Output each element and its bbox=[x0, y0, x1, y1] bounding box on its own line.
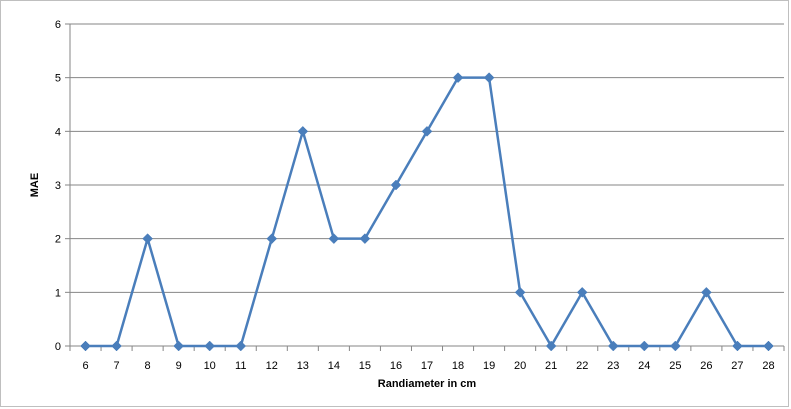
x-axis-title: Randiameter in cm bbox=[378, 378, 477, 390]
data-point-marker bbox=[638, 340, 650, 352]
data-point-marker bbox=[266, 233, 278, 245]
x-tick-label: 22 bbox=[576, 360, 588, 372]
data-point-marker bbox=[297, 125, 309, 137]
data-point-marker bbox=[576, 286, 588, 298]
x-tick-label: 20 bbox=[514, 360, 526, 372]
x-tick-label: 7 bbox=[114, 360, 120, 372]
axes bbox=[65, 23, 785, 351]
series-group bbox=[80, 72, 774, 352]
data-point-marker bbox=[111, 340, 122, 352]
data-point-marker bbox=[701, 286, 712, 298]
data-point-marker bbox=[763, 340, 774, 352]
x-tick-label: 13 bbox=[297, 360, 309, 372]
x-tick-label: 25 bbox=[669, 360, 681, 372]
y-tick-label: 6 bbox=[55, 19, 61, 31]
x-tick-label: 8 bbox=[145, 360, 151, 372]
y-tick-label: 1 bbox=[55, 287, 61, 299]
data-point-marker bbox=[607, 340, 619, 352]
data-point-marker bbox=[452, 72, 464, 84]
x-tick-labels: 6 7 8 9 10 11 12 13 14 15 16 17 18 19 20 21 22 23 24 25 26 27… bbox=[82, 360, 774, 372]
y-axis-title: MAE bbox=[29, 173, 41, 197]
y-tick-label: 0 bbox=[55, 341, 61, 353]
x-tick-label: 17 bbox=[421, 360, 433, 372]
x-tick-label: 27 bbox=[731, 360, 743, 372]
data-point-marker bbox=[545, 340, 557, 352]
x-tick-label: 18 bbox=[452, 360, 464, 372]
x-tick-label: 21 bbox=[545, 360, 557, 372]
data-point-marker bbox=[669, 340, 681, 352]
x-tick-label: 16 bbox=[390, 360, 402, 372]
x-tick-label: 24 bbox=[638, 360, 650, 372]
data-point-marker bbox=[732, 340, 743, 352]
x-tick-label: 26 bbox=[700, 360, 712, 372]
y-tick-label: 4 bbox=[55, 126, 61, 138]
data-point-marker bbox=[235, 340, 247, 352]
data-point-marker bbox=[514, 286, 526, 298]
y-tick-label: 5 bbox=[55, 73, 61, 85]
data-point-marker bbox=[483, 72, 495, 84]
y-tick-labels: 0 1 2 3 4 5 6 bbox=[55, 19, 61, 353]
data-point-marker bbox=[390, 179, 402, 191]
x-tick-label: 12 bbox=[266, 360, 278, 372]
data-point-marker bbox=[359, 233, 371, 245]
x-tick-label: 9 bbox=[176, 360, 182, 372]
x-tick-label: 10 bbox=[204, 360, 216, 372]
x-tick-label: 28 bbox=[762, 360, 774, 372]
gridlines bbox=[70, 23, 784, 293]
data-point-marker bbox=[421, 125, 433, 137]
data-point-marker bbox=[204, 340, 216, 352]
data-point-marker bbox=[142, 233, 153, 245]
x-tick-label: 15 bbox=[359, 360, 371, 372]
x-tick-label: 23 bbox=[607, 360, 619, 372]
data-point-marker bbox=[80, 340, 91, 352]
x-tick-label: 11 bbox=[235, 360, 246, 372]
data-point-marker bbox=[328, 233, 340, 245]
x-tick-label: 19 bbox=[483, 360, 495, 372]
series-line bbox=[85, 76, 769, 348]
x-tick-label: 14 bbox=[328, 360, 340, 372]
x-tick-label: 6 bbox=[82, 360, 88, 372]
data-point-marker bbox=[173, 340, 185, 352]
y-tick-label: 2 bbox=[55, 234, 61, 246]
y-tick-label: 3 bbox=[55, 180, 61, 192]
